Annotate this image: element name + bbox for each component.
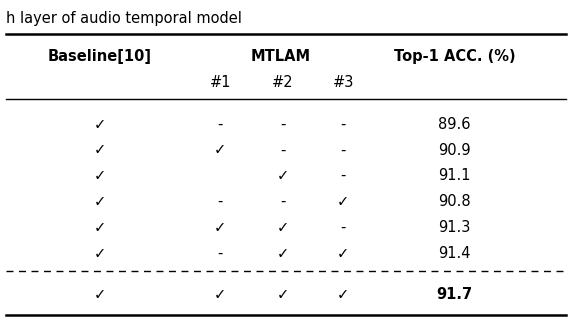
Text: -: -: [280, 194, 286, 209]
Text: ✓: ✓: [277, 168, 289, 183]
Text: ✓: ✓: [277, 220, 289, 235]
Text: ✓: ✓: [214, 287, 227, 302]
Text: -: -: [280, 117, 286, 132]
Text: ✓: ✓: [214, 143, 227, 157]
Text: -: -: [280, 143, 286, 157]
Text: 90.8: 90.8: [438, 194, 471, 209]
Text: ✓: ✓: [337, 194, 349, 209]
Text: ✓: ✓: [94, 168, 106, 183]
Text: ✓: ✓: [94, 246, 106, 261]
Text: ✓: ✓: [277, 246, 289, 261]
Text: -: -: [340, 143, 346, 157]
Text: 91.3: 91.3: [439, 220, 471, 235]
Text: -: -: [340, 220, 346, 235]
Text: -: -: [217, 246, 223, 261]
Text: ✓: ✓: [94, 117, 106, 132]
Text: 90.9: 90.9: [438, 143, 471, 157]
Text: -: -: [217, 194, 223, 209]
Text: Top-1 ACC. (%): Top-1 ACC. (%): [394, 49, 515, 64]
Text: ✓: ✓: [94, 194, 106, 209]
Text: #3: #3: [332, 75, 354, 90]
Text: #1: #1: [209, 75, 231, 90]
Text: -: -: [217, 117, 223, 132]
Text: -: -: [340, 168, 346, 183]
Text: 89.6: 89.6: [439, 117, 471, 132]
Text: ✓: ✓: [337, 287, 349, 302]
Text: ✓: ✓: [94, 287, 106, 302]
Text: 91.7: 91.7: [436, 287, 473, 302]
Text: h layer of audio temporal model: h layer of audio temporal model: [6, 11, 241, 26]
Text: Baseline[10]: Baseline[10]: [48, 49, 152, 64]
Text: ✓: ✓: [94, 143, 106, 157]
Text: #2: #2: [272, 75, 294, 90]
Text: MTLAM: MTLAM: [250, 49, 311, 64]
Text: ✓: ✓: [337, 246, 349, 261]
Text: -: -: [340, 117, 346, 132]
Text: ✓: ✓: [277, 287, 289, 302]
Text: 91.1: 91.1: [439, 168, 471, 183]
Text: ✓: ✓: [94, 220, 106, 235]
Text: ✓: ✓: [214, 220, 227, 235]
Text: 91.4: 91.4: [439, 246, 471, 261]
